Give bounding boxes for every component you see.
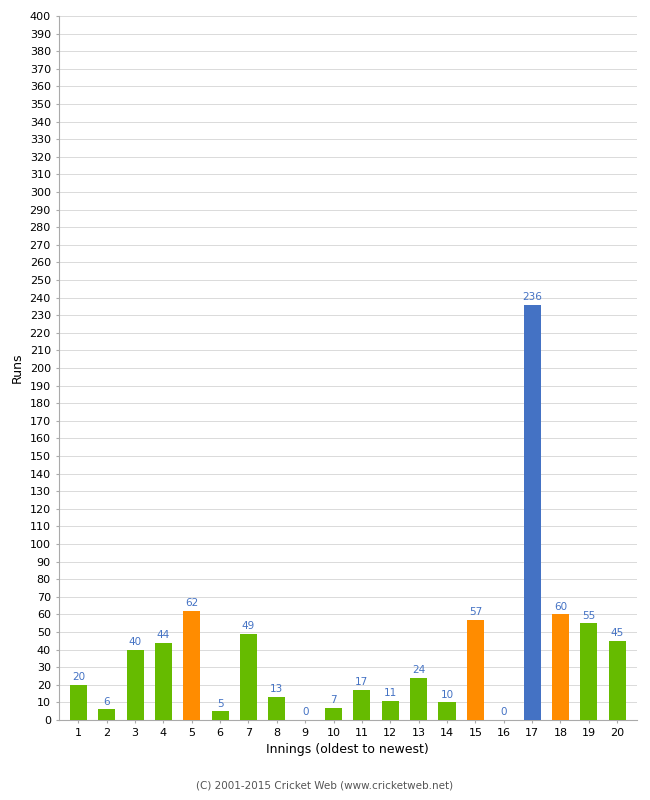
Text: 17: 17 <box>356 678 369 687</box>
Text: 0: 0 <box>500 707 507 718</box>
X-axis label: Innings (oldest to newest): Innings (oldest to newest) <box>266 743 429 756</box>
Bar <box>325 708 342 720</box>
Bar <box>354 690 370 720</box>
Bar <box>268 697 285 720</box>
Bar <box>70 685 87 720</box>
Text: 24: 24 <box>412 665 425 675</box>
Text: 40: 40 <box>129 637 142 647</box>
Text: (C) 2001-2015 Cricket Web (www.cricketweb.net): (C) 2001-2015 Cricket Web (www.cricketwe… <box>196 780 454 790</box>
Bar <box>98 710 115 720</box>
Bar <box>183 611 200 720</box>
Bar <box>212 711 229 720</box>
Bar <box>155 642 172 720</box>
Bar <box>127 650 144 720</box>
Bar <box>439 702 456 720</box>
Text: 7: 7 <box>330 695 337 705</box>
Text: 57: 57 <box>469 607 482 617</box>
Bar <box>523 305 541 720</box>
Bar <box>410 678 427 720</box>
Text: 55: 55 <box>582 610 595 621</box>
Bar <box>467 620 484 720</box>
Text: 13: 13 <box>270 685 283 694</box>
Y-axis label: Runs: Runs <box>11 353 24 383</box>
Bar <box>382 701 399 720</box>
Bar <box>552 614 569 720</box>
Text: 5: 5 <box>217 698 224 709</box>
Text: 236: 236 <box>522 292 542 302</box>
Text: 60: 60 <box>554 602 567 612</box>
Text: 62: 62 <box>185 598 198 608</box>
Bar <box>608 641 626 720</box>
Bar <box>240 634 257 720</box>
Text: 45: 45 <box>610 628 624 638</box>
Text: 10: 10 <box>441 690 454 700</box>
Text: 0: 0 <box>302 707 309 718</box>
Text: 11: 11 <box>384 688 397 698</box>
Text: 20: 20 <box>72 672 85 682</box>
Text: 6: 6 <box>103 697 110 707</box>
Bar <box>580 623 597 720</box>
Text: 44: 44 <box>157 630 170 640</box>
Text: 49: 49 <box>242 621 255 631</box>
